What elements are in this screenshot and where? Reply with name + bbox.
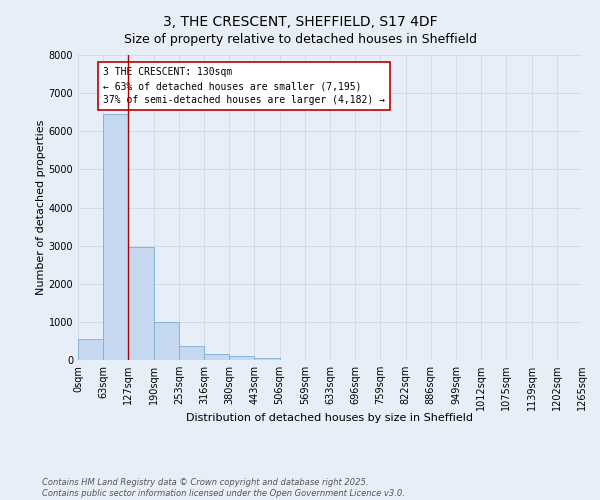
Bar [78,338,103,360]
Text: Contains HM Land Registry data © Crown copyright and database right 2025.
Contai: Contains HM Land Registry data © Crown c… [42,478,405,498]
Bar [204,354,229,360]
Text: 3, THE CRESCENT, SHEFFIELD, S17 4DF: 3, THE CRESCENT, SHEFFIELD, S17 4DF [163,15,437,29]
Text: Size of property relative to detached houses in Sheffield: Size of property relative to detached ho… [124,32,476,46]
Bar [103,114,128,360]
Bar [179,346,204,360]
X-axis label: Distribution of detached houses by size in Sheffield: Distribution of detached houses by size … [187,413,473,423]
Bar [128,247,154,360]
Y-axis label: Number of detached properties: Number of detached properties [36,120,46,295]
Bar [229,356,254,360]
Bar [154,322,179,360]
Text: 3 THE CRESCENT: 130sqm
← 63% of detached houses are smaller (7,195)
37% of semi-: 3 THE CRESCENT: 130sqm ← 63% of detached… [103,67,385,105]
Bar [254,358,280,360]
